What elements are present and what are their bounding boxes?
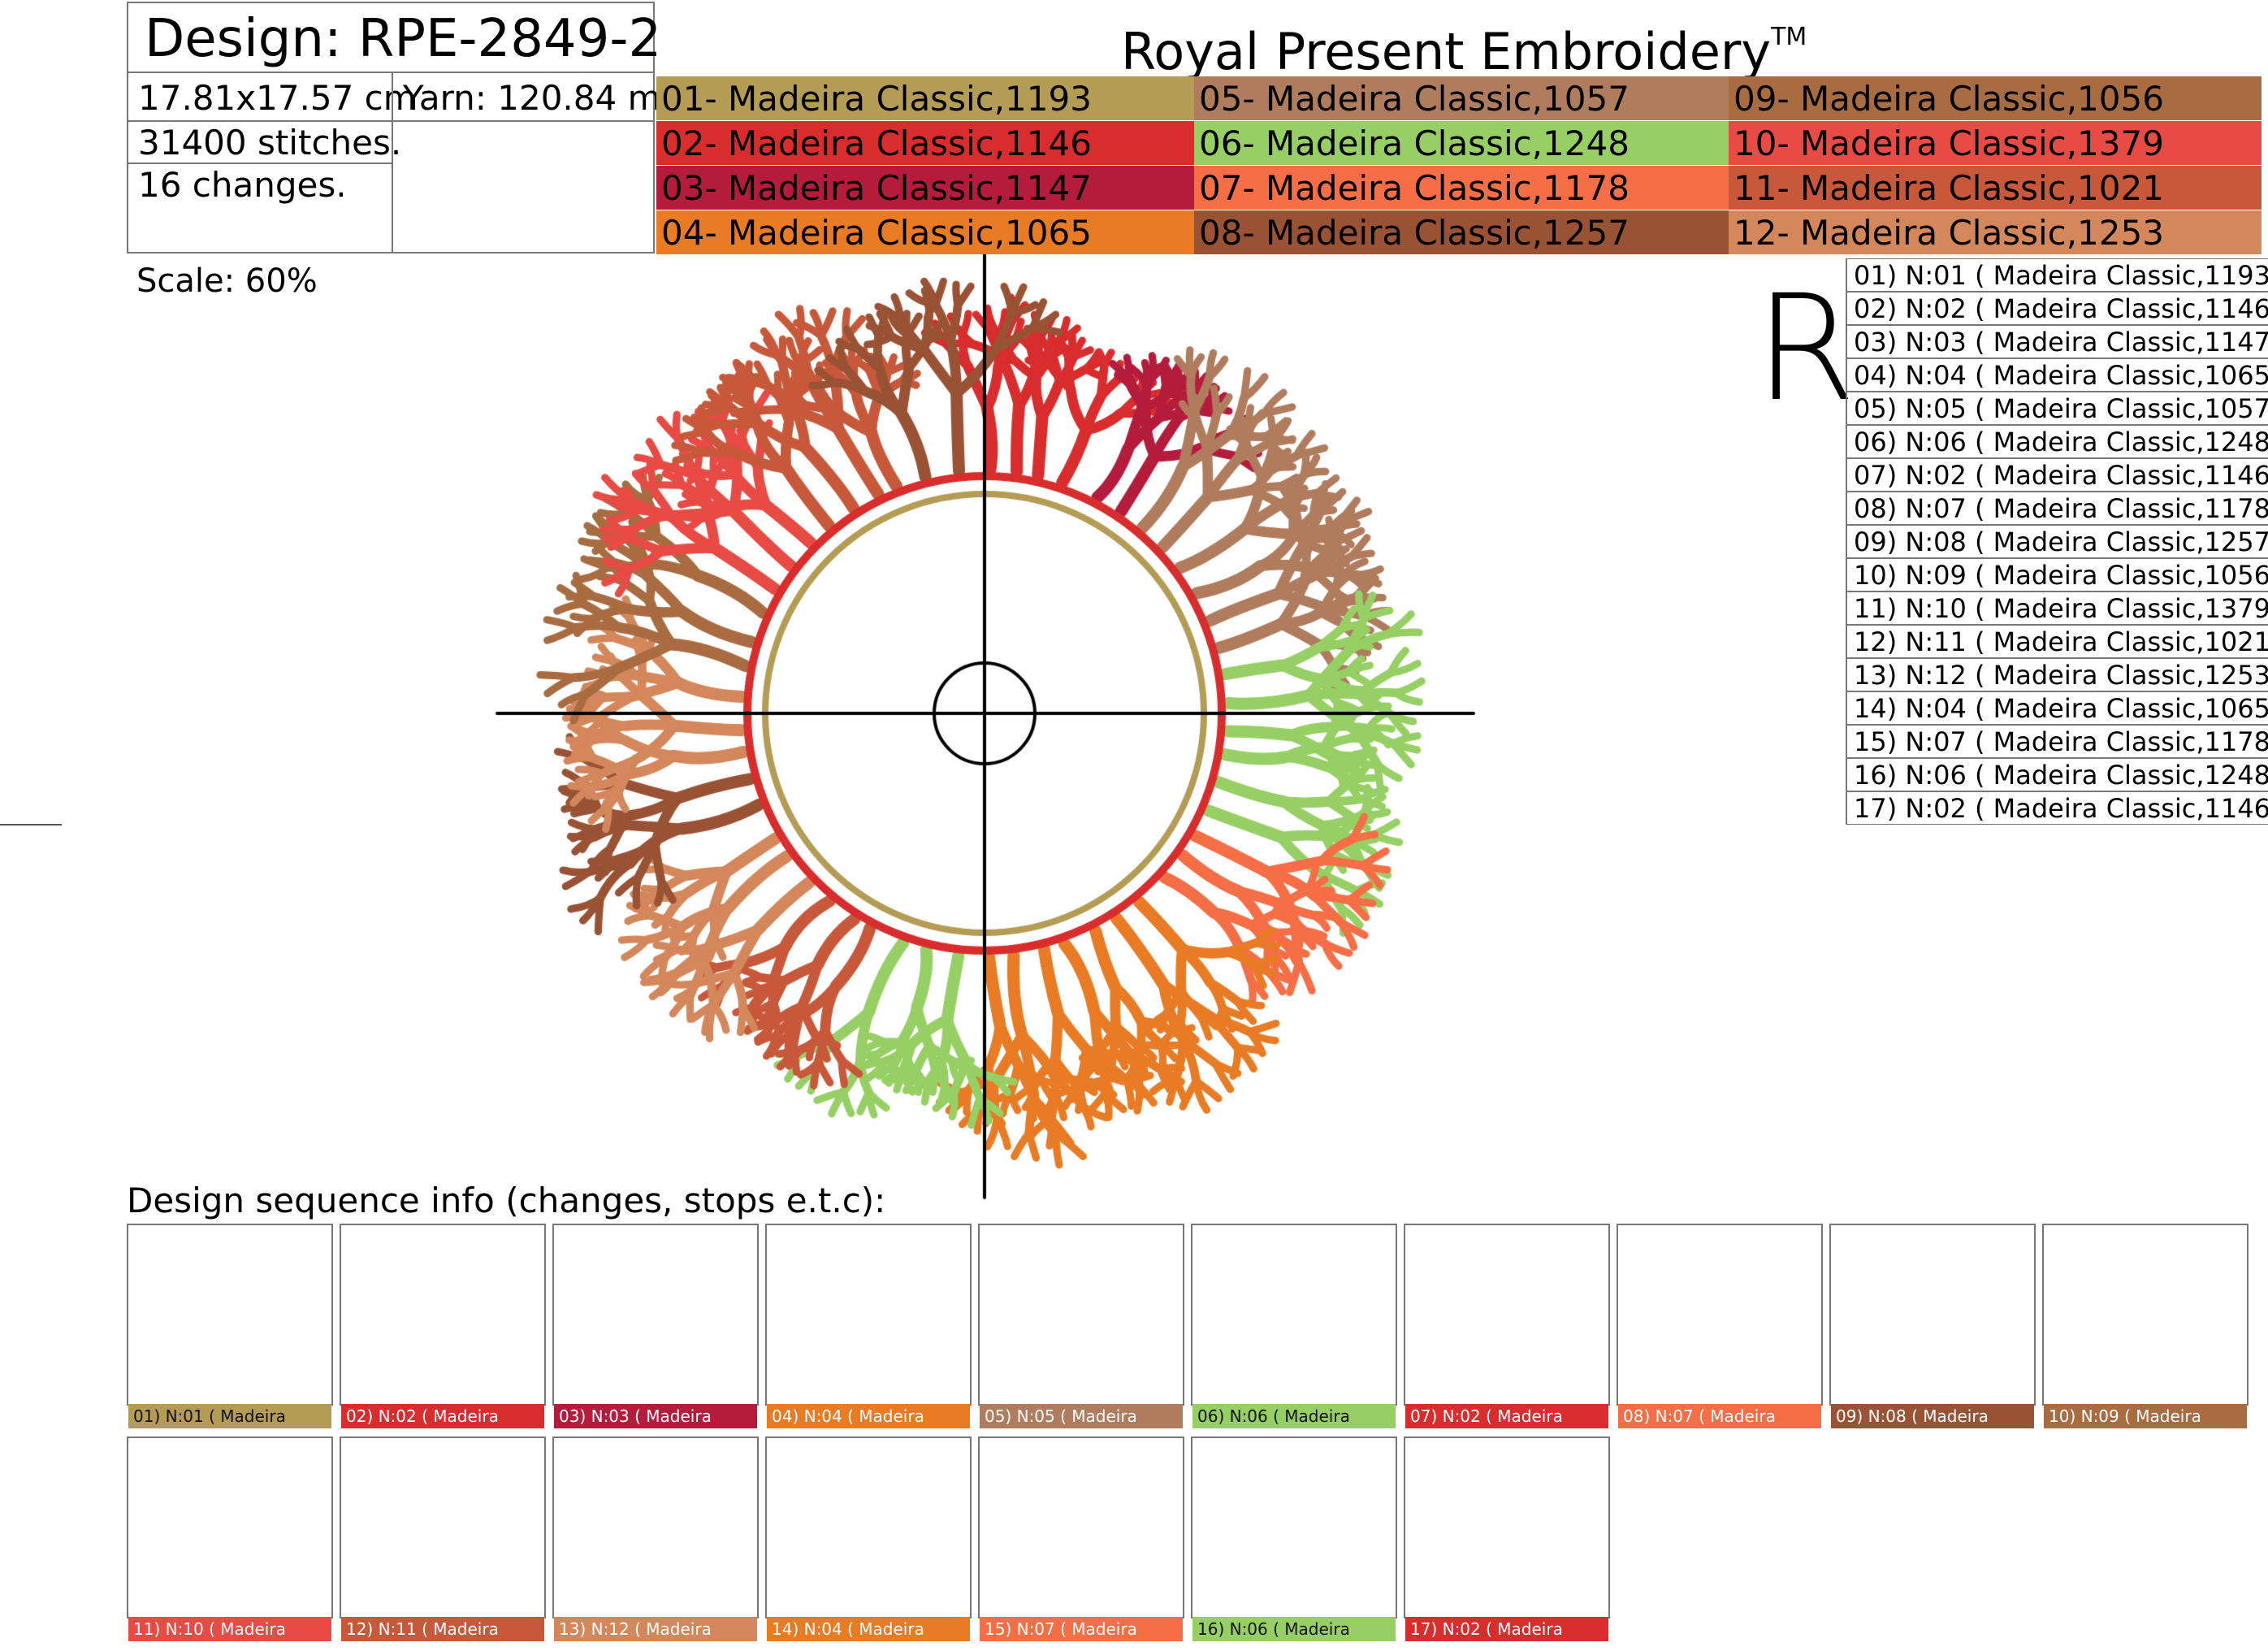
palette-swatch: 07- Madeira Classic,1178: [1194, 166, 1730, 210]
stitch-count: 31400 stitches.: [127, 120, 401, 164]
sequence-thumbnail: [1829, 1224, 2036, 1406]
thumbnail-label: 14) N:04 ( Madeira Classic,: [767, 1617, 970, 1641]
thumbnail-label: 12) N:11 ( Madeira Classic,1l: [341, 1617, 544, 1641]
scale-label: Scale: 60%: [136, 262, 318, 300]
palette-swatch: 08- Madeira Classic,1257: [1194, 210, 1730, 254]
sequence-row: 12) N:11 ( Madeira Classic,1021): [1846, 625, 2268, 658]
sequence-row: 02) N:02 ( Madeira Classic,1146): [1846, 292, 2268, 325]
sequence-thumbnail: [978, 1436, 1184, 1618]
sequence-thumbnail: [552, 1224, 759, 1406]
margin-tick: [0, 824, 62, 826]
thumbnail-label: 02) N:02 ( Madeira Classic,: [341, 1404, 544, 1428]
thumbnail-label: 01) N:01 ( Madeira Classic,1: [128, 1404, 331, 1428]
sequence-thumbnail: [1404, 1224, 1610, 1406]
thumbnail-label: 08) N:07 ( Madeira Classic: [1618, 1404, 1821, 1428]
yarn-length: Yarn: 120.84 m: [392, 72, 660, 122]
sequence-row: 03) N:03 ( Madeira Classic,1147): [1846, 325, 2268, 358]
sequence-thumbnail: [1404, 1436, 1610, 1618]
info-blank-cell: [392, 120, 655, 254]
thumbnail-label: 15) N:07 ( Madeira Classic,: [980, 1617, 1183, 1641]
sequence-thumbnail: [1191, 1224, 1397, 1406]
sequence-row: 11) N:10 ( Madeira Classic,1379): [1846, 592, 2268, 625]
color-changes: 16 changes.: [127, 162, 393, 254]
palette-swatch: 10- Madeira Classic,1379: [1729, 121, 2262, 165]
sequence-row: 10) N:09 ( Madeira Classic,1056): [1846, 558, 2268, 592]
sequence-row: 01) N:01 ( Madeira Classic,1193): [1846, 258, 2268, 292]
sequence-thumbnail: [1191, 1436, 1397, 1618]
rotation-mark: R: [1755, 264, 1857, 434]
thumbnail-label: 13) N:12 ( Madeira Classic,1: [554, 1617, 757, 1641]
sequence-row: 14) N:04 ( Madeira Classic,1065): [1846, 691, 2268, 725]
sequence-row: 08) N:07 ( Madeira Classic,1178): [1846, 492, 2268, 525]
design-title: Design: RPE-2849-2: [127, 2, 661, 73]
thumbnail-label: 16) N:06 ( Madeira Classic,: [1192, 1617, 1396, 1641]
sequence-row: 09) N:08 ( Madeira Classic,1257): [1846, 525, 2268, 558]
palette-swatch: 09- Madeira Classic,1056: [1729, 76, 2262, 120]
sequence-thumbnail: [765, 1436, 972, 1618]
thumbnail-label: 17) N:02 ( Madeira Classic,: [1405, 1617, 1608, 1641]
sequence-thumbnail: [978, 1224, 1184, 1406]
sequence-list: 01) N:01 ( Madeira Classic,1193) 02) N:02…: [1846, 258, 2268, 825]
palette-swatch: 04- Madeira Classic,1065: [656, 210, 1196, 254]
brand-title: Royal Present EmbroideryTM: [1121, 3, 1807, 86]
sequence-thumbnail: [127, 1436, 333, 1618]
palette-swatch: 06- Madeira Classic,1248: [1194, 121, 1730, 165]
sequence-heading: Design sequence info (changes, stops e.t…: [127, 1181, 886, 1220]
sequence-row: 06) N:06 ( Madeira Classic,1248): [1846, 425, 2268, 458]
trademark-mark: TM: [1771, 23, 1807, 51]
thumbnail-label: 06) N:06 ( Madeira Classic,: [1192, 1404, 1396, 1428]
sequence-thumbnail: [765, 1224, 972, 1406]
thumbnail-label: 09) N:08 ( Madeira Classic: [1831, 1404, 2034, 1428]
sequence-thumbnail: [127, 1224, 333, 1406]
design-size: 17.81x17.57 cm: [127, 72, 417, 122]
sequence-row: 17) N:02 ( Madeira Classic,1146): [1846, 791, 2268, 825]
palette-swatch: 02- Madeira Classic,1146: [656, 121, 1196, 165]
sequence-thumbnail: [340, 1224, 546, 1406]
palette-swatch: 11- Madeira Classic,1021: [1729, 166, 2262, 210]
sequence-thumbnail: [552, 1436, 759, 1618]
palette-swatch: 05- Madeira Classic,1057: [1194, 76, 1730, 120]
palette-swatch: 12- Madeira Classic,1253: [1729, 210, 2262, 254]
sequence-row: 13) N:12 ( Madeira Classic,1253): [1846, 658, 2268, 691]
thumbnail-label: 10) N:09 ( Madeira Classic,: [2044, 1404, 2247, 1428]
palette-swatch: 01- Madeira Classic,1193: [656, 76, 1196, 120]
sequence-row: 16) N:06 ( Madeira Classic,1248): [1846, 758, 2268, 791]
sequence-row: 07) N:02 ( Madeira Classic,1146): [1846, 458, 2268, 492]
sequence-thumbnail: [1617, 1224, 1823, 1406]
palette-swatch: 03- Madeira Classic,1147: [656, 166, 1196, 210]
thumbnail-label: 05) N:05 ( Madeira Classic: [980, 1404, 1183, 1428]
thumbnail-label: 11) N:10 ( Madeira Classic,1: [128, 1617, 331, 1641]
sequence-row: 04) N:04 ( Madeira Classic,1065): [1846, 358, 2268, 392]
sequence-thumbnail: [340, 1436, 546, 1618]
thumbnail-label: 03) N:03 ( Madeira Classic: [554, 1404, 757, 1428]
brand-name: Royal Present Embroidery: [1121, 22, 1772, 81]
sequence-row: 15) N:07 ( Madeira Classic,1178): [1846, 725, 2268, 758]
sequence-thumbnail: [2042, 1224, 2249, 1406]
sequence-row: 05) N:05 ( Madeira Classic,1057): [1846, 392, 2268, 425]
thumbnail-label: 07) N:02 ( Madeira Classic: [1405, 1404, 1608, 1428]
thumbnail-label: 04) N:04 ( Madeira Classic: [767, 1404, 970, 1428]
